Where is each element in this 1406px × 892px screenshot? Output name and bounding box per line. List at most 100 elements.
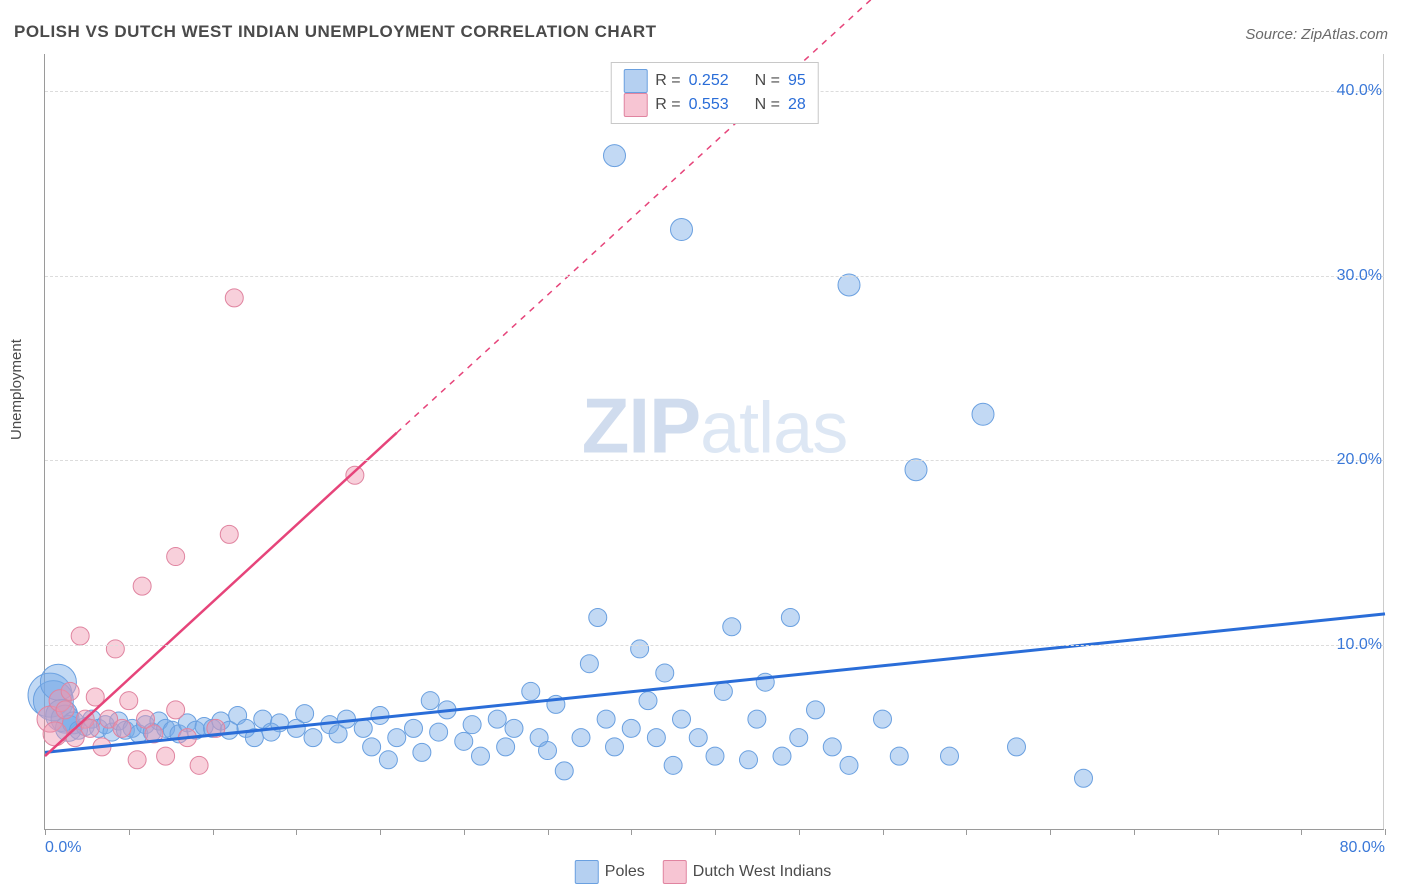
data-point <box>497 738 515 756</box>
x-tick-mark <box>799 829 800 835</box>
data-point <box>167 701 185 719</box>
data-point <box>71 627 89 645</box>
data-point <box>430 723 448 741</box>
legend-r-value: 0.252 <box>689 69 729 93</box>
x-tick-mark <box>715 829 716 835</box>
legend-n-label: N = <box>755 93 780 117</box>
legend-swatch <box>623 93 647 117</box>
data-point <box>522 682 540 700</box>
x-tick-mark <box>1385 829 1386 835</box>
data-point <box>1075 769 1093 787</box>
data-point <box>43 722 67 746</box>
legend-item: Poles <box>575 860 645 884</box>
data-point <box>874 710 892 728</box>
data-point <box>631 640 649 658</box>
scatter-svg <box>45 54 1384 829</box>
y-tick: 10.0% <box>1337 636 1382 654</box>
data-point <box>972 403 994 425</box>
legend-r-value: 0.553 <box>689 93 729 117</box>
data-point <box>673 710 691 728</box>
data-point <box>113 719 131 737</box>
x-tick-mark <box>966 829 967 835</box>
data-point <box>1008 738 1026 756</box>
data-point <box>647 729 665 747</box>
data-point <box>790 729 808 747</box>
data-point <box>606 738 624 756</box>
x-tick-mark <box>1050 829 1051 835</box>
legend-row: R =0.252N =95 <box>623 69 806 93</box>
gridline <box>45 276 1384 277</box>
data-point <box>225 289 243 307</box>
data-point <box>413 743 431 761</box>
x-tick-mark <box>1301 829 1302 835</box>
data-point <box>740 751 758 769</box>
data-point <box>823 738 841 756</box>
data-point <box>572 729 590 747</box>
legend-correlation: R =0.252N =95R =0.553N =28 <box>610 62 819 124</box>
legend-swatch <box>623 69 647 93</box>
data-point <box>190 756 208 774</box>
data-point <box>555 762 573 780</box>
data-point <box>455 732 473 750</box>
x-tick-mark <box>213 829 214 835</box>
x-tick-mark <box>380 829 381 835</box>
gridline <box>45 460 1384 461</box>
source-name: ZipAtlas.com <box>1301 26 1388 43</box>
legend-label: Dutch West Indians <box>693 863 831 881</box>
data-point <box>748 710 766 728</box>
data-point <box>472 747 490 765</box>
y-tick: 40.0% <box>1337 82 1382 100</box>
data-point <box>840 756 858 774</box>
x-tick-mark <box>129 829 130 835</box>
data-point <box>354 719 372 737</box>
data-point <box>167 548 185 566</box>
legend-n-label: N = <box>755 69 780 93</box>
source-credit: Source: ZipAtlas.com <box>1245 26 1388 43</box>
data-point <box>639 692 657 710</box>
data-point <box>81 719 99 737</box>
y-tick: 20.0% <box>1337 451 1382 469</box>
data-point <box>379 751 397 769</box>
data-point <box>405 719 423 737</box>
data-point <box>128 751 146 769</box>
data-point <box>905 459 927 481</box>
x-tick-mark <box>45 829 46 835</box>
x-tick-mark <box>464 829 465 835</box>
data-point <box>671 219 693 241</box>
data-point <box>346 466 364 484</box>
data-point <box>371 706 389 724</box>
legend-r-label: R = <box>655 93 680 117</box>
data-point <box>539 742 557 760</box>
data-point <box>220 525 238 543</box>
x-tick-mark <box>548 829 549 835</box>
data-point <box>622 719 640 737</box>
data-point <box>773 747 791 765</box>
x-tick-mark <box>631 829 632 835</box>
legend-series: Poles Dutch West Indians <box>575 860 831 884</box>
data-point <box>714 682 732 700</box>
data-point <box>488 710 506 728</box>
legend-n-value: 28 <box>788 93 806 117</box>
x-tick: 0.0% <box>45 839 81 857</box>
data-point <box>723 618 741 636</box>
y-tick: 30.0% <box>1337 267 1382 285</box>
data-point <box>890 747 908 765</box>
legend-swatch <box>663 860 687 884</box>
legend-r-label: R = <box>655 69 680 93</box>
data-point <box>106 640 124 658</box>
data-point <box>838 274 860 296</box>
data-point <box>157 747 175 765</box>
data-point <box>463 716 481 734</box>
data-point <box>597 710 615 728</box>
chart-title: POLISH VS DUTCH WEST INDIAN UNEMPLOYMENT… <box>14 22 657 42</box>
data-point <box>505 719 523 737</box>
data-point <box>388 729 406 747</box>
x-tick-mark <box>1218 829 1219 835</box>
legend-label: Poles <box>605 863 645 881</box>
y-axis-label: Unemployment <box>8 339 25 440</box>
x-tick-mark <box>1134 829 1135 835</box>
data-point <box>807 701 825 719</box>
trend-line <box>45 614 1385 753</box>
data-point <box>61 682 79 700</box>
data-point <box>580 655 598 673</box>
